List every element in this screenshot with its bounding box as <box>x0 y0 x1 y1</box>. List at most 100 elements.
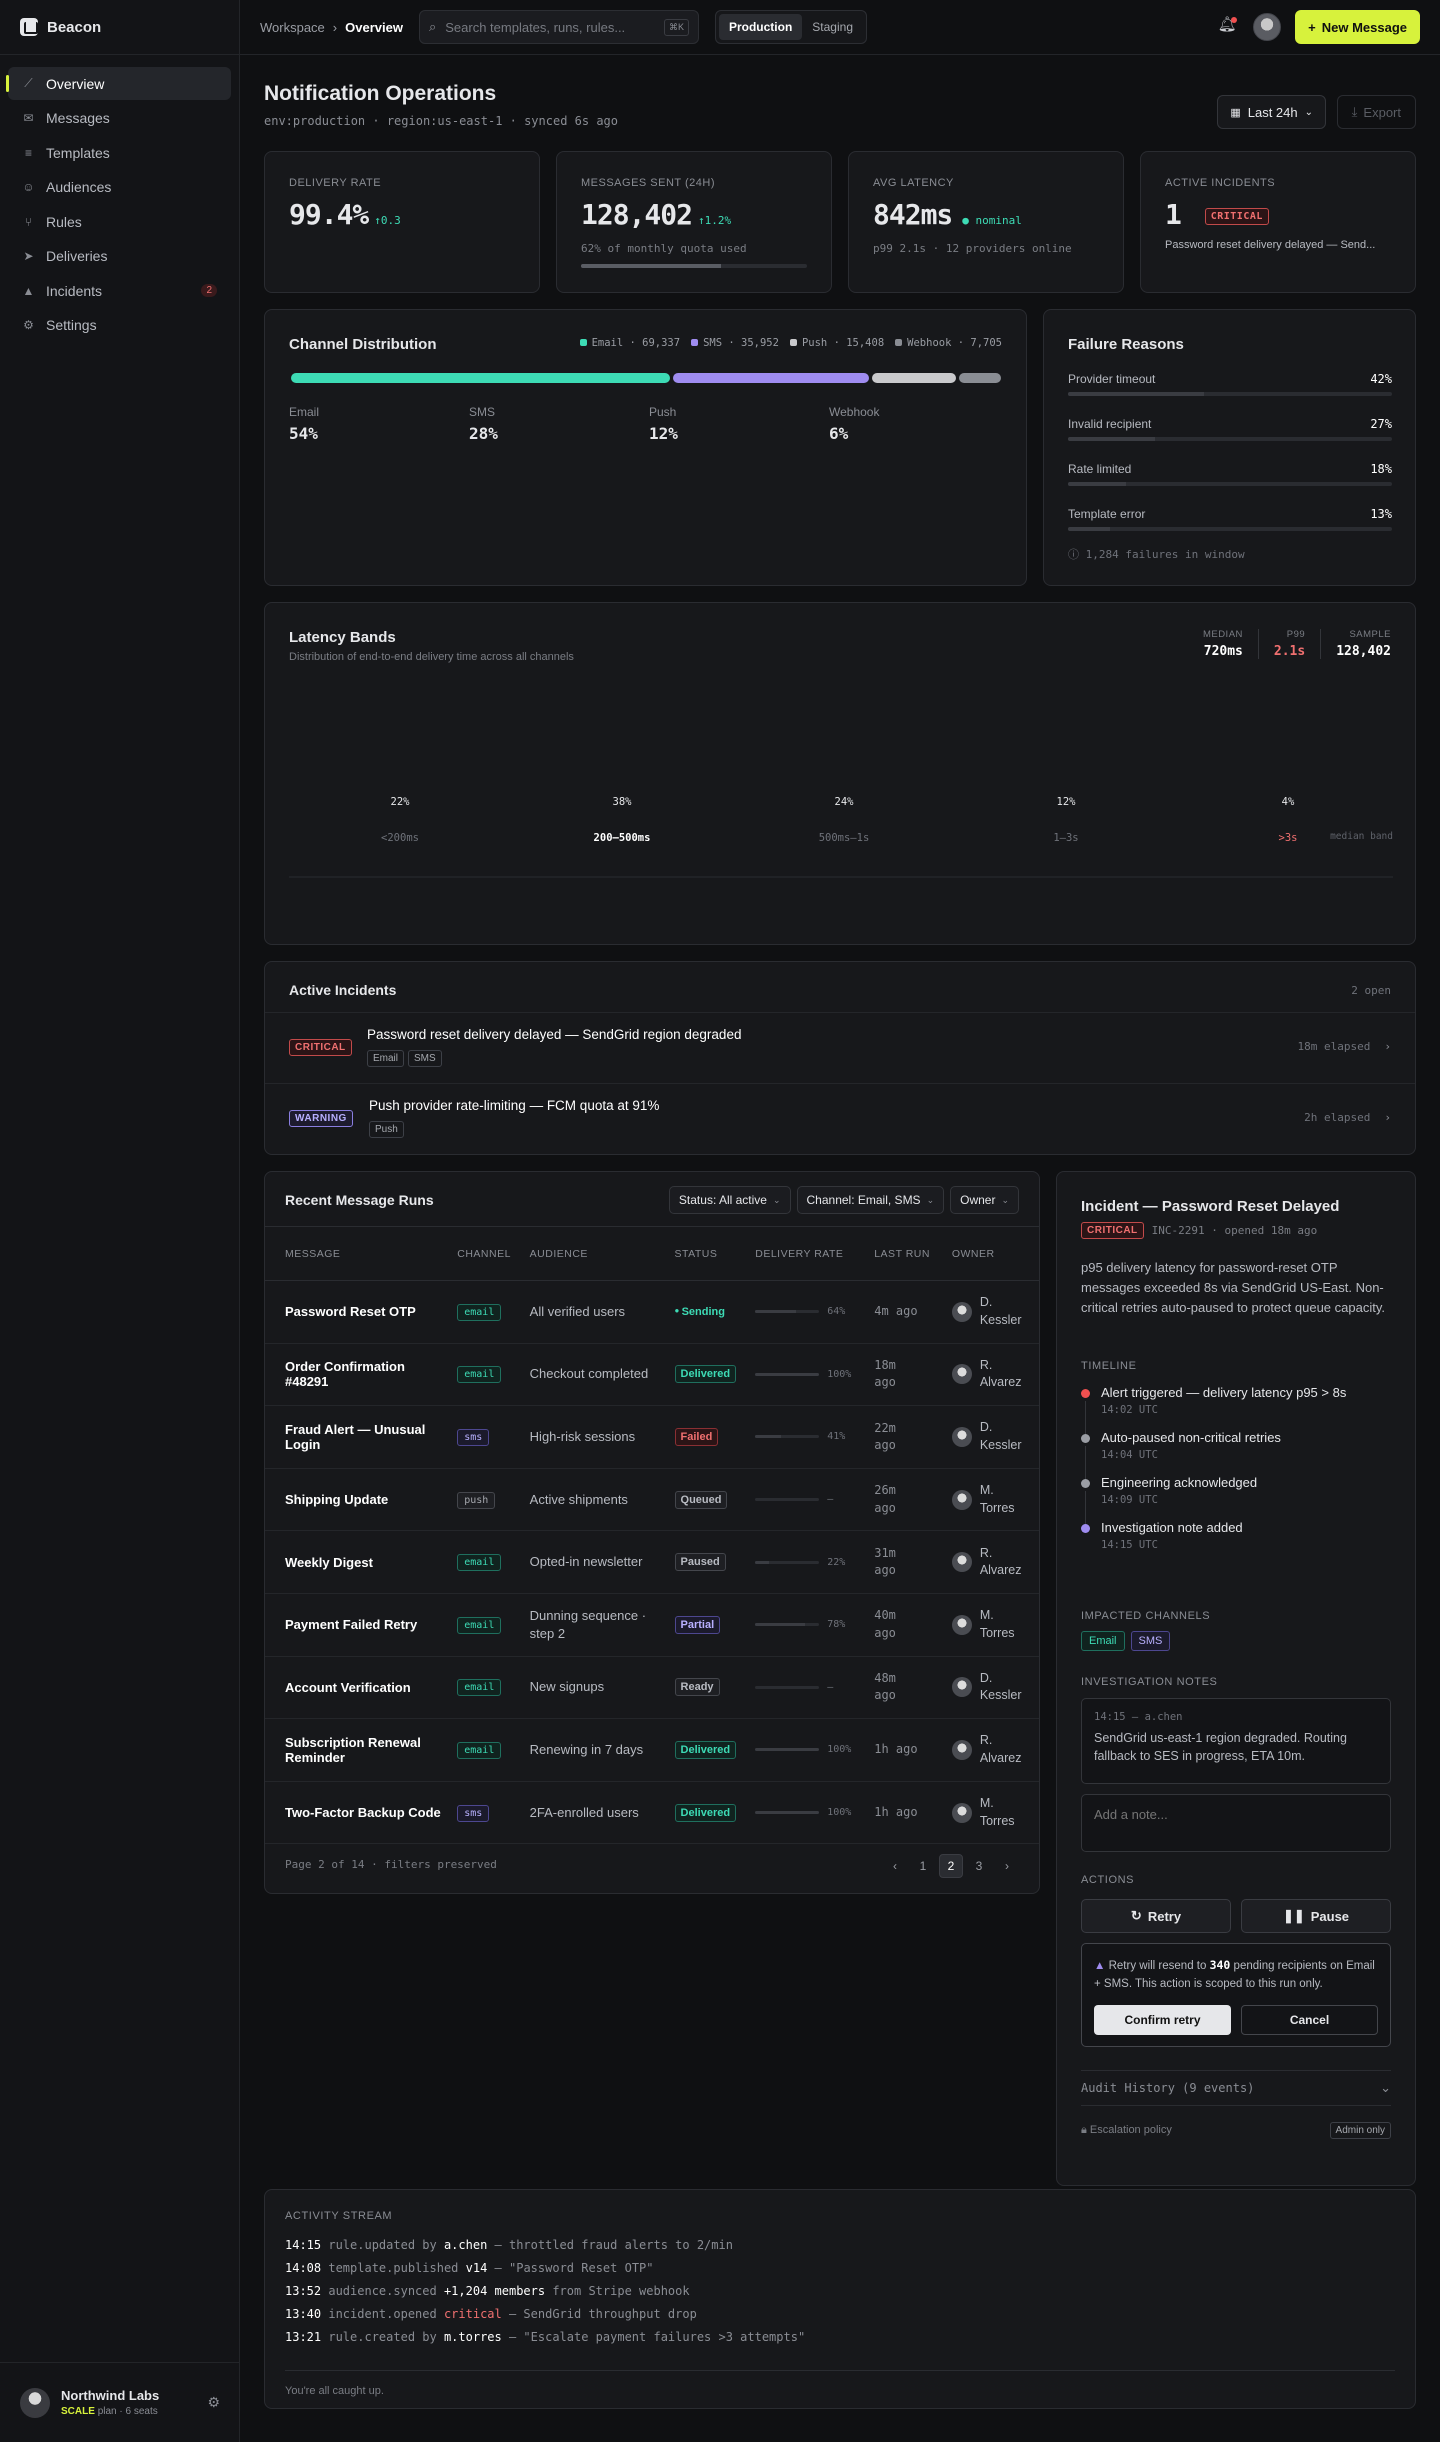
env-production-tab[interactable]: Production <box>718 14 803 40</box>
table-row[interactable]: Subscription Renewal Reminder email Renewi… <box>265 1718 1039 1782</box>
failure-row-head: Rate limited 18% <box>1068 462 1392 476</box>
column-header[interactable]: OWNER <box>945 1226 1039 1281</box>
chevron-down-icon: ⌄ <box>926 1194 935 1205</box>
sidebar-item-audiences[interactable]: ☺ Audiences <box>8 171 231 204</box>
stat-value: 128,402 <box>1336 644 1391 659</box>
filter-dropdown[interactable]: Owner ⌄ <box>950 1186 1019 1214</box>
cell-channel: email <box>451 1530 524 1594</box>
column-header[interactable]: LAST RUN <box>868 1226 946 1281</box>
filter-dropdown[interactable]: Channel: Email, SMS ⌄ <box>796 1186 945 1214</box>
legend-name: SMS <box>703 337 723 349</box>
pause-button[interactable]: ❚❚ Pause <box>1241 1899 1391 1933</box>
sidebar-item-incidents[interactable]: ▲ Incidents 2 <box>8 274 231 307</box>
sidebar-item-deliveries[interactable]: ➤ Deliveries <box>8 240 231 273</box>
activity-subject: +1,204 members <box>443 2284 546 2298</box>
owner: M. Torres <box>951 1607 1033 1642</box>
owner-name: D. Kessler <box>979 1295 1022 1327</box>
incident-row[interactable]: CRITICAL Password reset delivery delayed … <box>265 1012 1415 1083</box>
table-row[interactable]: Password Reset OTP email All verified user… <box>265 1280 1039 1344</box>
chart-line-icon: ⟋ <box>24 76 33 90</box>
column-header[interactable]: STATUS <box>668 1226 750 1281</box>
confirm-retry-button[interactable]: Confirm retry <box>1094 2005 1231 2035</box>
filter-dropdown[interactable]: Status: All active ⌄ <box>668 1186 791 1214</box>
breadcrumb: Workspace › Overview <box>260 20 403 35</box>
legend-item: Push · 15,408 <box>789 337 884 349</box>
search-box[interactable]: ⌕ ⌘K <box>418 10 699 44</box>
timeline-text: Investigation note added <box>1101 1520 1243 1535</box>
owner-avatar <box>951 1426 972 1447</box>
column-header[interactable]: MESSAGE <box>265 1226 452 1281</box>
cancel-button[interactable]: Cancel <box>1241 2005 1378 2035</box>
retry-button[interactable]: ↻ Retry <box>1081 1899 1231 1933</box>
bar-category-label: <200ms <box>381 832 419 844</box>
activity-event: rule.created by <box>328 2330 444 2344</box>
cell-delivery-rate: 78% <box>749 1593 869 1657</box>
export-button[interactable]: ⤓ Export <box>1336 95 1416 129</box>
table-row[interactable]: Shipping Update push Active shipments Queue… <box>265 1468 1039 1532</box>
notifications-bell-icon[interactable]: 🔔︎ <box>1217 16 1238 33</box>
sidebar-item-messages[interactable]: ✉ Messages <box>8 102 231 135</box>
time-range-dropdown[interactable]: ▦ Last 24h ⌄ <box>1217 95 1326 129</box>
delivery-rate: 100% <box>755 1744 862 1755</box>
new-message-button[interactable]: + New Message <box>1295 10 1420 44</box>
table-row[interactable]: Two-Factor Backup Code sms 2FA-enrolled us… <box>265 1781 1039 1845</box>
user-avatar[interactable] <box>1253 13 1282 41</box>
kpi-active-incidents[interactable]: ACTIVE INCIDENTS 1 CRITICAL Password res… <box>1140 151 1416 293</box>
table-row[interactable]: Account Verification email New signups Read… <box>265 1656 1039 1720</box>
sidebar-item-templates[interactable]: ≡ Templates <box>8 136 231 169</box>
page-1-button[interactable]: 1 <box>919 1859 927 1873</box>
table-row[interactable]: Payment Failed Retry email Dunning sequenc… <box>265 1593 1039 1657</box>
prev-page-icon[interactable]: ‹ <box>893 1859 897 1873</box>
audit-label: Audit History (9 events) <box>1081 2081 1255 2095</box>
audit-history-toggle[interactable]: Audit History (9 events) ⌄ <box>1081 2070 1391 2106</box>
search-input[interactable] <box>445 19 655 35</box>
sidebar-item-overview[interactable]: ⟋ Overview <box>6 67 231 100</box>
sidebar-item-settings[interactable]: ⚙ Settings <box>8 309 231 342</box>
incident-row[interactable]: WARNING Push provider rate-limiting — FCM… <box>265 1083 1415 1154</box>
add-note-input[interactable] <box>1081 1794 1391 1852</box>
incident-meta: INC-2291 · opened 18m ago <box>1151 1224 1318 1237</box>
page-2-button[interactable]: 2 <box>939 1854 963 1878</box>
stat-label: MEDIAN <box>1202 629 1243 640</box>
escalation-policy[interactable]: 🔒︎ Escalation policy <box>1081 2124 1172 2137</box>
kpi-delta: ↑0.3 <box>374 214 401 227</box>
card-title: Active Incidents <box>289 982 397 998</box>
column-header[interactable]: AUDIENCE <box>523 1226 669 1281</box>
retry-icon: ↻ <box>1130 1908 1142 1923</box>
timeline-dot <box>1081 1434 1090 1443</box>
breadcrumb-root[interactable]: Workspace <box>260 19 325 35</box>
cell-status: Failed <box>668 1405 750 1469</box>
table-row[interactable]: Fraud Alert — Unusual Login sms High-risk … <box>265 1405 1039 1469</box>
rate-bar <box>755 1435 820 1439</box>
table-row[interactable]: Order Confirmation #48291 email Checkout c… <box>265 1343 1039 1407</box>
owner-name: R. Alvarez <box>979 1357 1022 1390</box>
card-title: Failure Reasons <box>1068 336 1184 353</box>
kpi-sub: Password reset delivery delayed — Send..… <box>1165 239 1376 251</box>
cell-audience: Opted-in newsletter <box>523 1530 669 1594</box>
org-settings-gear-icon[interactable]: ⚙ <box>207 2394 220 2410</box>
last-run: 22m ago <box>874 1420 896 1452</box>
failure-pct: 13% <box>1370 507 1392 521</box>
env-staging-tab[interactable]: Staging <box>812 20 853 34</box>
sidebar-item-rules[interactable]: ⑂ Rules <box>8 205 231 238</box>
org-switcher[interactable]: Northwind Labs SCALE plan · 6 seats ⚙ <box>0 2362 240 2442</box>
cell-channel: email <box>451 1343 524 1407</box>
page-3-button[interactable]: 3 <box>975 1859 983 1873</box>
owner-name: R. Alvarez <box>979 1545 1022 1578</box>
column-header[interactable]: CHANNEL <box>451 1226 524 1281</box>
channel-badge: email <box>457 1303 502 1321</box>
column-header[interactable]: DELIVERY RATE <box>749 1226 869 1281</box>
cell-status: Delivered <box>668 1781 750 1845</box>
cell-channel: sms <box>451 1405 524 1469</box>
cell-status: Paused <box>668 1530 750 1594</box>
timeline-time: 14:04 UTC <box>1101 1449 1158 1461</box>
split-pct: 54% <box>289 424 318 443</box>
table-row[interactable]: Weekly Digest email Opted-in newsletter Pau… <box>265 1530 1039 1594</box>
chevron-right-icon: › <box>1384 1040 1391 1053</box>
cell-last-run: 1h ago <box>868 1718 946 1782</box>
brand[interactable]: Beacon <box>0 0 239 55</box>
owner-name: M. Torres <box>979 1608 1015 1640</box>
page-title: Notification Operations <box>264 82 497 105</box>
next-page-icon[interactable]: › <box>1005 1859 1009 1873</box>
channel-split-item: Webhook 6% <box>829 405 1009 443</box>
